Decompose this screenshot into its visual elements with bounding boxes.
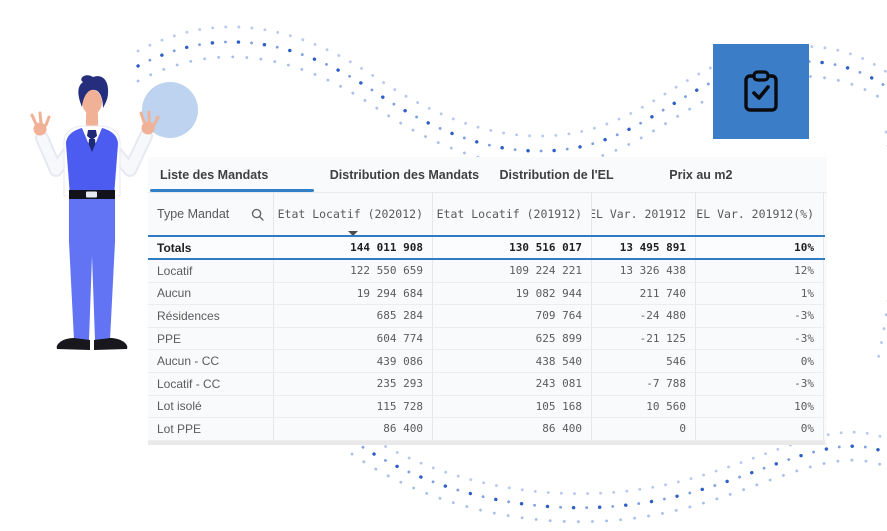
horizontal-scrollbar[interactable] [148, 440, 825, 445]
tab-label: Liste des Mandats [160, 167, 269, 182]
measure-cell: 685 284 [274, 305, 433, 327]
measure-cell: 86 400 [274, 418, 433, 440]
measure-cell: 1% [696, 282, 824, 305]
totals-value: 10% [696, 237, 824, 258]
measure-cell: -7 788 [592, 372, 696, 395]
measure-cell: 439 086 [274, 350, 433, 372]
tab-label: Distribution des Mandats [329, 167, 480, 182]
measure-cell: 235 293 [274, 372, 433, 395]
measure-cell: 105 168 [433, 395, 592, 418]
measure-cell: -3% [696, 372, 824, 395]
tab-label: Prix au m2 [669, 167, 733, 182]
dotted-wave-bottom [350, 424, 887, 524]
measure-cell: -24 480 [592, 305, 696, 327]
tab-label: Distribution de l'EL [499, 167, 614, 182]
measure-cell: 86 400 [433, 418, 592, 440]
totals-value: 13 495 891 [592, 237, 696, 258]
measure-cell: 10 560 [592, 395, 696, 418]
table-row: Locatif 122 550 659 109 224 221 13 326 4… [148, 260, 825, 283]
column-header-el-var-201912[interactable]: EL Var. 201912 [592, 193, 696, 235]
measure-cell: 115 728 [274, 395, 433, 418]
column-header-label: Etat Locatif (202012) [277, 207, 423, 221]
measure-cell: 122 550 659 [274, 260, 433, 282]
column-header-label: Type Mandat [157, 207, 230, 221]
column-header-etat-locatif-201912[interactable]: Etat Locatif (201912) [433, 193, 592, 235]
clipboard-tile [713, 44, 809, 139]
column-header-etat-locatif-202012[interactable]: Etat Locatif (202012) [274, 193, 433, 235]
measure-cell: 13 326 438 [592, 260, 696, 282]
dotted-trail-right [874, 130, 887, 370]
tab-distribution-de-l-el[interactable]: Distribution de l'EL [488, 157, 658, 192]
measure-cell: -3% [696, 305, 824, 327]
measure-cell: 0 [592, 418, 696, 440]
column-header-el-var-201912-pct[interactable]: EL Var. 201912(%) [696, 193, 824, 235]
clipboard-check-icon [744, 69, 778, 112]
measure-cell: 604 774 [274, 327, 433, 350]
person-illustration [30, 75, 160, 350]
tab-prix-au-m2[interactable]: Prix au m2 [657, 157, 827, 192]
mandats-table: Type Mandat Etat Locatif (202012) Etat L… [148, 193, 827, 445]
measure-cell: 546 [592, 350, 696, 372]
totals-value: 130 516 017 [433, 237, 592, 258]
table-row: Résidences 685 284 709 764 -24 480 -3% [148, 305, 825, 328]
table-row: PPE 604 774 625 899 -21 125 -3% [148, 327, 825, 351]
measure-cell: 709 764 [433, 305, 592, 327]
measure-cell: 12% [696, 260, 824, 282]
dimension-cell[interactable]: PPE [148, 327, 274, 350]
sort-descending-icon [348, 231, 358, 235]
column-header-label: EL Var. 201912 [592, 207, 686, 221]
totals-value: 144 011 908 [274, 237, 433, 258]
column-header-label: EL Var. 201912(%) [696, 207, 814, 221]
dimension-cell[interactable]: Locatif - CC [148, 372, 274, 395]
measure-cell: 19 294 684 [274, 282, 433, 305]
measure-cell: 10% [696, 395, 824, 418]
column-header-label: Etat Locatif (201912) [436, 207, 582, 221]
table-row: Aucun 19 294 684 19 082 944 211 740 1% [148, 282, 825, 306]
measure-cell: 0% [696, 418, 824, 440]
totals-row: Totals 144 011 908 130 516 017 13 495 89… [148, 235, 825, 260]
measure-cell: -3% [696, 327, 824, 350]
table-row: Lot isolé 115 728 105 168 10 560 10% [148, 395, 825, 419]
dashboard-panel: Liste des Mandats Distribution des Manda… [148, 157, 827, 445]
measure-cell: -21 125 [592, 327, 696, 350]
measure-cell: 0% [696, 350, 824, 372]
dimension-cell[interactable]: Aucun [148, 282, 274, 305]
table-row: Aucun - CC 439 086 438 540 546 0% [148, 350, 825, 373]
column-header-type-mandat[interactable]: Type Mandat [148, 193, 274, 235]
measure-cell: 211 740 [592, 282, 696, 305]
measure-cell: 109 224 221 [433, 260, 592, 282]
dimension-cell[interactable]: Aucun - CC [148, 350, 274, 372]
measure-cell: 243 081 [433, 372, 592, 395]
table-row: Lot PPE 86 400 86 400 0 0% [148, 418, 825, 441]
dimension-cell[interactable]: Résidences [148, 305, 274, 327]
table-row: Locatif - CC 235 293 243 081 -7 788 -3% [148, 372, 825, 396]
measure-cell: 438 540 [433, 350, 592, 372]
table-header-row: Type Mandat Etat Locatif (202012) Etat L… [148, 193, 825, 235]
measure-cell: 625 899 [433, 327, 592, 350]
dimension-cell[interactable]: Locatif [148, 260, 274, 282]
measure-cell: 19 082 944 [433, 282, 592, 305]
dimension-cell[interactable]: Lot PPE [148, 418, 274, 440]
dimension-cell[interactable]: Lot isolé [148, 395, 274, 418]
search-icon[interactable] [251, 208, 264, 221]
tab-distribution-des-mandats[interactable]: Distribution des Mandats [318, 157, 488, 192]
tab-liste-des-mandats[interactable]: Liste des Mandats [148, 157, 318, 192]
tab-bar: Liste des Mandats Distribution des Manda… [148, 157, 827, 193]
totals-label: Totals [148, 237, 274, 258]
